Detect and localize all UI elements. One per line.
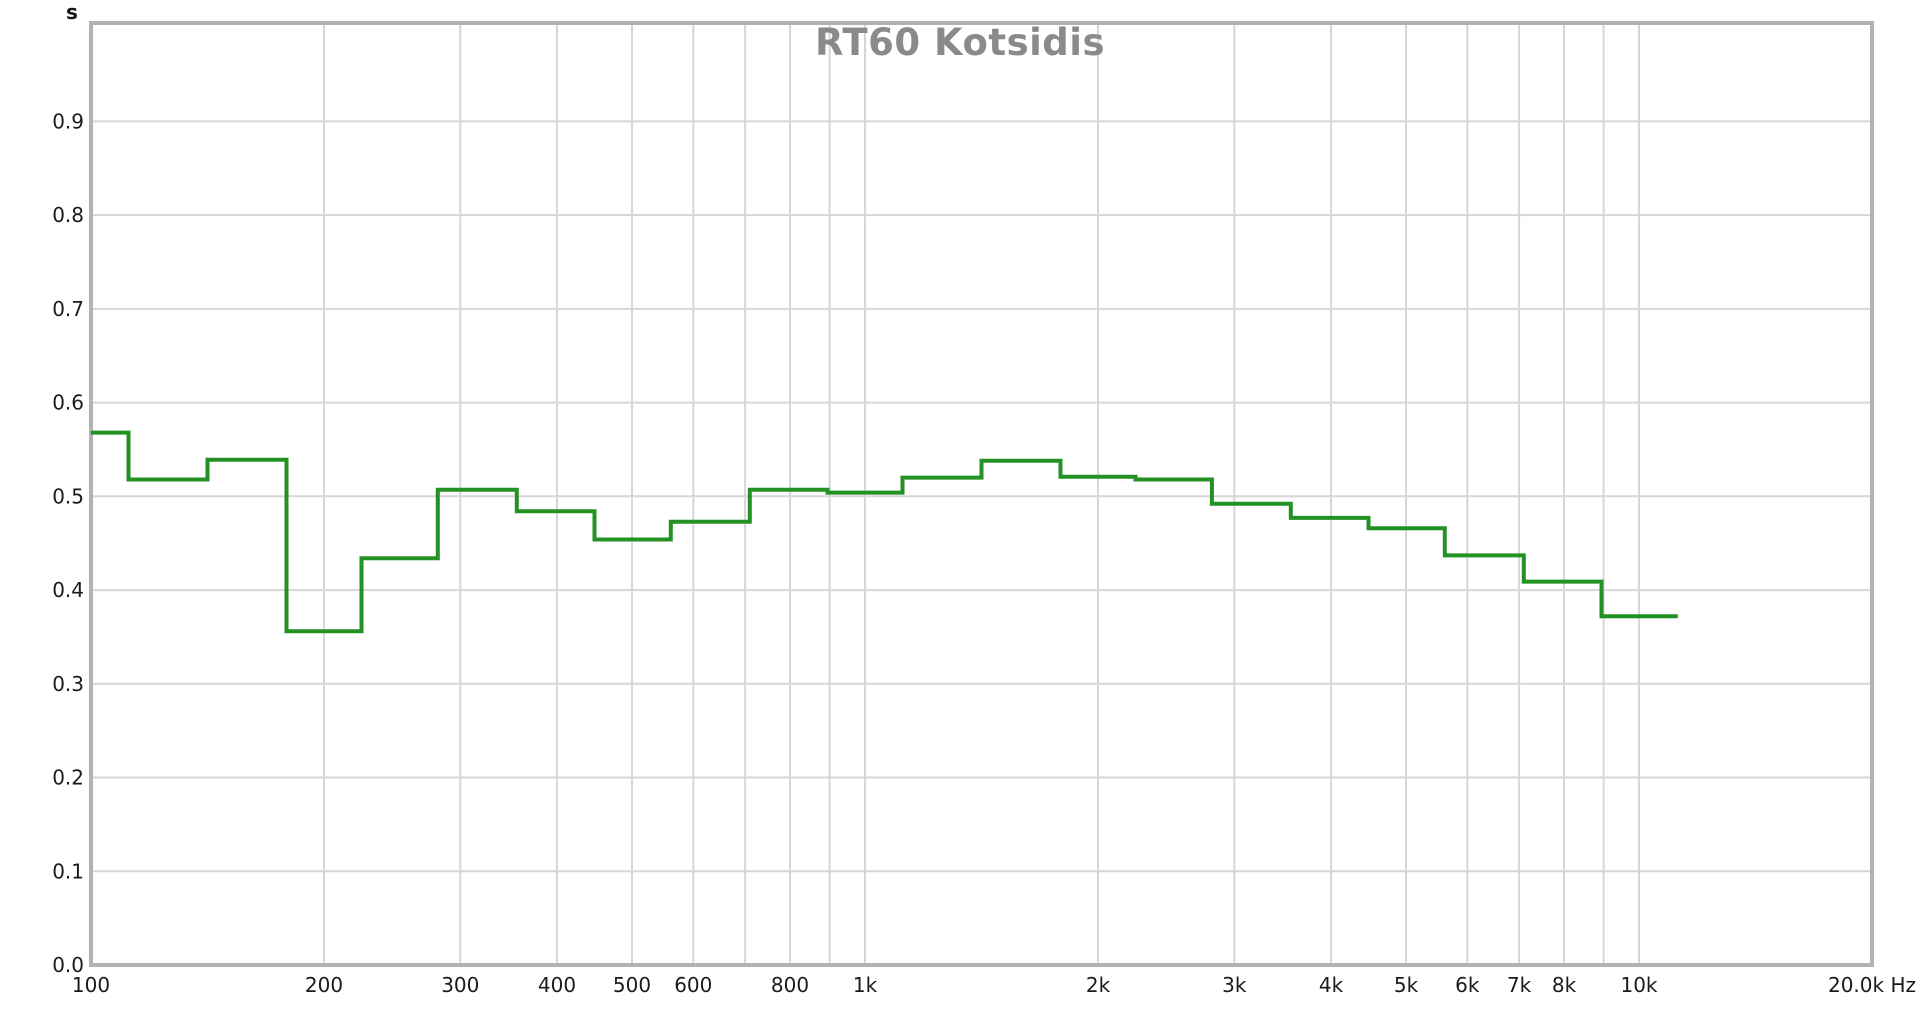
x-tick-label: 4k: [1319, 973, 1344, 997]
x-tick-label: 1k: [853, 973, 878, 997]
y-tick-label: 0.0: [52, 953, 84, 977]
x-tick-label: 7k: [1507, 973, 1532, 997]
x-tick-label: 400: [538, 973, 576, 997]
y-tick-label: 0.3: [52, 672, 84, 696]
y-axis-unit-label: s: [66, 0, 78, 24]
x-tick-label: 300: [441, 973, 479, 997]
x-tick-label: 800: [771, 973, 809, 997]
y-tick-label: 0.2: [52, 766, 84, 790]
x-tick-label: 500: [613, 973, 651, 997]
x-tick-label: 10k: [1620, 973, 1657, 997]
x-tick-label: 6k: [1455, 973, 1480, 997]
y-tick-label: 0.8: [52, 203, 84, 227]
y-tick-label: 0.1: [52, 859, 84, 883]
y-tick-label: 0.4: [52, 578, 84, 602]
x-tick-label: 600: [674, 973, 712, 997]
y-tick-label: 0.6: [52, 391, 84, 415]
x-tick-label: 8k: [1552, 973, 1577, 997]
x-tick-label: 3k: [1222, 973, 1247, 997]
x-tick-label: 2k: [1086, 973, 1111, 997]
y-tick-label: 0.9: [52, 109, 84, 133]
y-tick-label: 0.7: [52, 297, 84, 321]
x-tick-label: 20.0k Hz: [1828, 973, 1916, 997]
rt60-trace: [91, 430, 1678, 634]
y-tick-label: 0.5: [52, 484, 84, 508]
x-tick-label: 5k: [1394, 973, 1419, 997]
x-tick-label: 100: [72, 973, 110, 997]
x-tick-label: 200: [305, 973, 343, 997]
plot-border: [89, 21, 1874, 967]
